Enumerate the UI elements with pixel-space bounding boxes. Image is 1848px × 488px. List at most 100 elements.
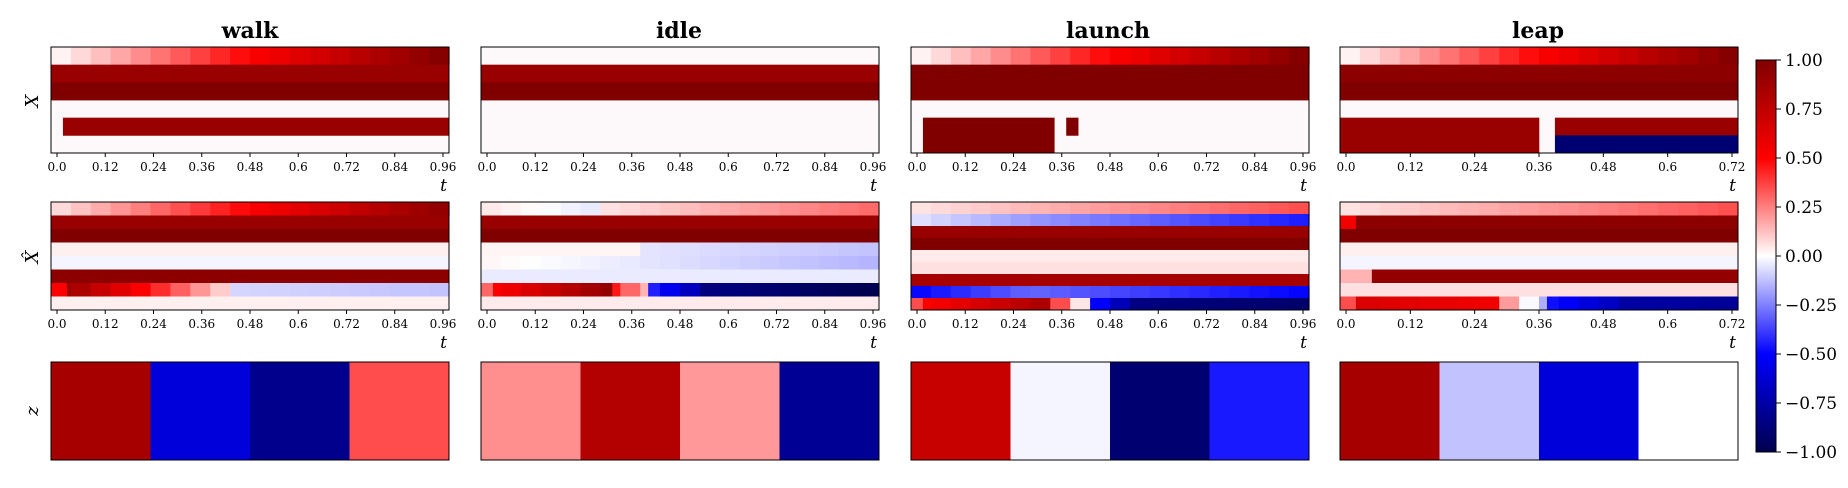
xhat-cell bbox=[1169, 298, 1191, 311]
x-cell bbox=[1678, 47, 1699, 66]
colorbar-tick-label: 0.25 bbox=[1785, 198, 1823, 218]
xhat-cell bbox=[1110, 298, 1131, 311]
heatmap-z bbox=[50, 361, 450, 461]
z-cell bbox=[1439, 362, 1540, 460]
z-frame bbox=[1339, 361, 1739, 461]
xhat-cell bbox=[1090, 214, 1111, 227]
x-tick-label: 0.0 bbox=[1336, 160, 1355, 174]
xhat-cell bbox=[560, 202, 582, 216]
heatmap-z bbox=[1339, 361, 1739, 461]
xhat-cell bbox=[540, 202, 562, 216]
xhat-cell bbox=[481, 242, 641, 257]
xhat-cell bbox=[309, 202, 331, 216]
xhat-cell bbox=[540, 283, 562, 297]
xhat-cell bbox=[1479, 296, 1500, 311]
xhat-cell bbox=[922, 298, 932, 311]
xhat-cell bbox=[859, 283, 880, 297]
x-cell bbox=[1340, 47, 1361, 66]
xhat-cell bbox=[699, 202, 721, 216]
x-cell bbox=[1698, 47, 1719, 66]
xhat-cell bbox=[612, 283, 621, 297]
x-cell bbox=[1340, 64, 1739, 83]
xhat-cell bbox=[600, 202, 621, 216]
xhat-cell bbox=[150, 283, 171, 297]
x-tick-label: 0.84 bbox=[811, 317, 838, 331]
x-axis-label: t bbox=[870, 176, 877, 196]
xhat-cell bbox=[1289, 298, 1310, 311]
xhat-cell bbox=[1459, 202, 1480, 216]
xhat-cell bbox=[66, 283, 72, 297]
xhat-cell bbox=[409, 202, 430, 216]
x-cell bbox=[230, 47, 251, 66]
xhat-cell bbox=[1030, 298, 1051, 311]
x-tick-label: 0.12 bbox=[952, 317, 979, 331]
x-tick-label: 0.36 bbox=[1048, 160, 1075, 174]
z-cell bbox=[1638, 362, 1739, 460]
x-tick-label: 0.6 bbox=[719, 317, 738, 331]
colorbar-tick-label: −1.00 bbox=[1785, 443, 1837, 463]
x-tick-label: 0.12 bbox=[1397, 160, 1424, 174]
x-cell bbox=[1070, 47, 1091, 66]
xhat-cell bbox=[911, 250, 1310, 263]
x-cell bbox=[481, 82, 880, 101]
x-tick-label: 0.36 bbox=[188, 317, 215, 331]
xhat-cell bbox=[1499, 296, 1520, 311]
x-tick-label: 0.48 bbox=[1590, 317, 1617, 331]
x-cell bbox=[1379, 47, 1401, 66]
xhat-cell bbox=[269, 202, 291, 216]
z-cell bbox=[1010, 362, 1111, 460]
xhat-cell bbox=[719, 242, 741, 257]
x-axis-label: t bbox=[1300, 333, 1307, 353]
x-tick-label: 0.84 bbox=[811, 160, 838, 174]
x-tick-label: 0.48 bbox=[667, 317, 694, 331]
xhat-cell bbox=[739, 283, 761, 297]
heatmap-xhat: 0.0 0.12 0.24 0.36 0.48 0.6 0.72 t bbox=[1336, 201, 1745, 353]
x-tick-label: 0.72 bbox=[763, 160, 790, 174]
xhat-cell bbox=[1340, 269, 1373, 284]
xhat-cell bbox=[1289, 202, 1310, 215]
xhat-cell bbox=[640, 256, 661, 270]
xhat-cell bbox=[1090, 298, 1111, 311]
xhat-cell bbox=[90, 283, 112, 297]
x-cell bbox=[70, 47, 92, 66]
xhat-cell bbox=[1169, 286, 1191, 299]
x-cell bbox=[1340, 117, 1540, 136]
xhat-cell bbox=[481, 269, 880, 284]
x-tick-label: 0.0 bbox=[477, 317, 496, 331]
xhat-cell bbox=[500, 202, 522, 216]
xhat-cell bbox=[1070, 286, 1091, 299]
xhat-cell bbox=[540, 256, 562, 270]
xhat-cell bbox=[1149, 202, 1171, 215]
xhat-cell bbox=[90, 202, 112, 216]
x-tick-label: 0.48 bbox=[1097, 160, 1124, 174]
xhat-cell bbox=[1209, 202, 1230, 215]
xhat-cell bbox=[1698, 296, 1719, 311]
xhat-cell bbox=[819, 283, 840, 297]
xhat-cell bbox=[1030, 202, 1051, 215]
xhat-cell bbox=[1340, 229, 1739, 243]
xhat-cell bbox=[110, 202, 132, 216]
x-tick-label: 0.24 bbox=[1461, 160, 1488, 174]
xhat-cell bbox=[492, 283, 502, 297]
xhat-cell bbox=[990, 202, 1012, 215]
xhat-cell bbox=[911, 274, 1310, 287]
x-cell bbox=[481, 64, 880, 83]
xhat-cell bbox=[481, 283, 494, 297]
x-cell bbox=[1050, 47, 1071, 66]
x-tick-label: 0.24 bbox=[140, 317, 167, 331]
x-tick-label: 0.12 bbox=[92, 317, 119, 331]
xhat-cell bbox=[1289, 286, 1310, 299]
xhat-cell bbox=[970, 298, 992, 311]
xhat-cell bbox=[680, 256, 701, 270]
x-tick-label: 0.36 bbox=[188, 160, 215, 174]
z-cell bbox=[150, 362, 251, 460]
xhat-cell bbox=[580, 256, 601, 270]
xhat-cell bbox=[1519, 296, 1540, 311]
xhat-cell bbox=[859, 202, 880, 216]
xhat-cell bbox=[1618, 296, 1640, 311]
xhat-cell bbox=[620, 283, 641, 297]
z-cell bbox=[779, 362, 880, 460]
xhat-cell bbox=[1638, 296, 1659, 311]
xhat-cell bbox=[1110, 202, 1131, 215]
xhat-cell bbox=[560, 283, 582, 297]
